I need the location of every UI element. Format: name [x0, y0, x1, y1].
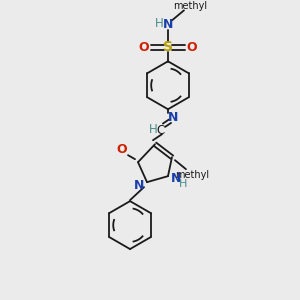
Text: N: N: [171, 172, 181, 185]
Text: H: H: [148, 123, 158, 136]
Text: O: O: [187, 41, 197, 54]
Text: C: C: [157, 124, 165, 137]
Text: S: S: [163, 40, 173, 54]
Text: H: H: [179, 179, 187, 189]
Text: N: N: [168, 111, 178, 124]
Text: N: N: [134, 178, 144, 192]
Text: N: N: [163, 18, 173, 31]
Text: methyl: methyl: [173, 2, 207, 11]
Text: H: H: [154, 17, 164, 30]
Text: O: O: [117, 143, 127, 156]
Text: O: O: [139, 41, 149, 54]
Text: methyl: methyl: [175, 170, 209, 180]
